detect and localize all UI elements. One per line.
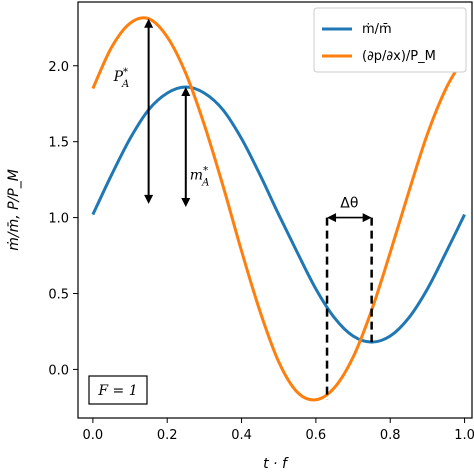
annotation-layer: P* A m* A Δθ: [113, 18, 373, 400]
series-line-pressure-gradient: [91, 16, 466, 402]
x-tick-label: 0.6: [306, 428, 327, 443]
parameter-box: F = 1: [88, 375, 148, 405]
parameter-box-label: F = 1: [97, 383, 137, 399]
series-line-mass-flow: [91, 85, 466, 344]
dtheta-label: Δθ: [340, 196, 358, 212]
y-tick-label: 1.0: [48, 212, 69, 227]
m-amplitude-label: m* A: [190, 166, 210, 189]
m-amplitude-arrow-head-top: [181, 87, 191, 97]
y-tick-label: 1.5: [48, 136, 69, 151]
legend-label-m: ṁ/m̄: [362, 22, 392, 37]
x-axis-label: t · f: [263, 456, 289, 472]
series-layer: [91, 16, 466, 402]
dtheta-arrow-head-right: [362, 213, 372, 223]
plot-area: [77, 1, 473, 419]
legend: ṁ/m̄ (∂p/∂x)/P_M: [313, 7, 467, 73]
y-axis-label: ṁ/m̄, P/P_M: [6, 169, 22, 251]
p-amplitude-arrow-head-top: [144, 18, 154, 28]
x-tick-label: 0.4: [231, 428, 252, 443]
p-amplitude-label: P* A: [113, 67, 130, 90]
m-amplitude-arrow-head-bottom: [181, 197, 191, 207]
p-amplitude-arrow-head-bottom: [144, 194, 154, 204]
ticks-layer: 0.0 0.2 0.4 0.6 0.8 1.0 0.0 0.5 1.0 1.5 2.0: [48, 60, 474, 443]
parameter-box-frame: [88, 375, 148, 405]
dtheta-arrow-head-left: [327, 213, 337, 223]
x-tick-label: 0.2: [157, 428, 178, 443]
legend-label-p: (∂p/∂x)/P_M: [362, 49, 436, 64]
y-tick-label: 0.0: [48, 363, 69, 378]
x-tick-label: 0.8: [380, 428, 401, 443]
y-tick-label: 2.0: [48, 60, 69, 75]
x-tick-label: 0.0: [83, 428, 104, 443]
x-tick-label: 1.0: [454, 428, 474, 443]
y-tick-label: 0.5: [48, 288, 69, 303]
